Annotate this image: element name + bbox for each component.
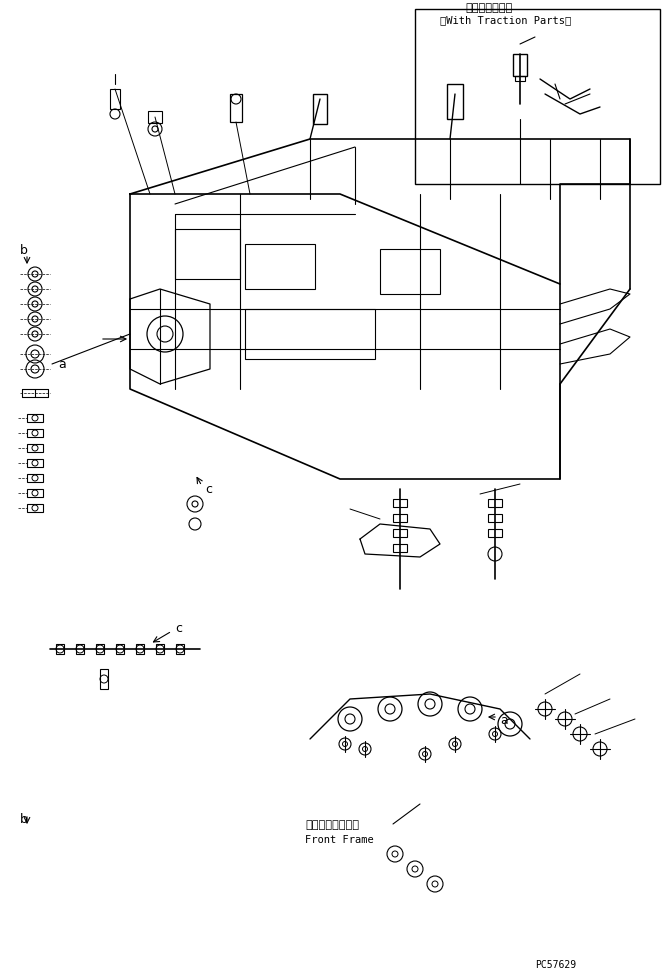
Bar: [96, 645, 104, 654]
Text: c: c: [175, 621, 182, 634]
Text: フロントフレーム: フロントフレーム: [305, 820, 359, 829]
Bar: [245, 244, 315, 289]
Bar: [27, 445, 43, 453]
Bar: [110, 90, 120, 110]
Bar: [27, 415, 43, 422]
Bar: [148, 111, 162, 124]
Text: a: a: [58, 358, 66, 371]
Bar: [513, 55, 527, 77]
Text: b: b: [20, 244, 28, 256]
Bar: [230, 95, 242, 123]
Bar: [100, 669, 108, 689]
Bar: [447, 85, 463, 120]
Text: （牽引具付き）: （牽引具付き）: [465, 3, 513, 13]
Bar: [245, 310, 375, 360]
Bar: [136, 645, 144, 654]
Bar: [27, 490, 43, 498]
Bar: [515, 77, 525, 82]
Text: c: c: [205, 483, 212, 496]
Bar: [380, 249, 440, 294]
Bar: [116, 645, 124, 654]
Bar: [27, 474, 43, 482]
Bar: [415, 10, 660, 185]
Text: b: b: [20, 813, 28, 825]
Bar: [488, 529, 502, 538]
Text: Front Frame: Front Frame: [305, 834, 374, 844]
Bar: [393, 529, 407, 538]
Bar: [393, 500, 407, 508]
Bar: [488, 514, 502, 522]
Bar: [27, 460, 43, 467]
Bar: [27, 429, 43, 437]
Bar: [176, 645, 184, 654]
Bar: [156, 645, 164, 654]
Bar: [175, 230, 240, 280]
Bar: [27, 505, 43, 512]
Text: （With Traction Parts）: （With Traction Parts）: [440, 15, 572, 25]
Bar: [313, 95, 327, 125]
Bar: [488, 500, 502, 508]
Bar: [76, 645, 84, 654]
Text: a: a: [500, 713, 508, 726]
Bar: [393, 545, 407, 553]
Bar: [393, 514, 407, 522]
Bar: [56, 645, 64, 654]
Text: PC57629: PC57629: [535, 959, 576, 969]
